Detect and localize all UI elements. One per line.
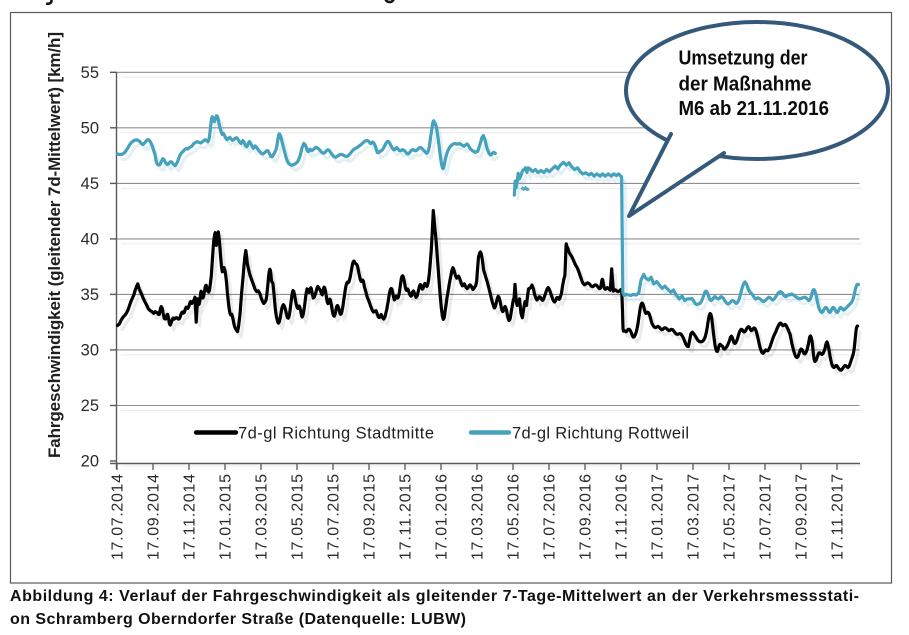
svg-text:17.03.2015: 17.03.2015 <box>254 474 271 560</box>
svg-text:7d-gl Richtung Stadtmitte: 7d-gl Richtung Stadtmitte <box>238 425 434 443</box>
svg-text:25: 25 <box>81 397 99 415</box>
svg-text:35: 35 <box>81 286 99 304</box>
svg-text:17.09.2017: 17.09.2017 <box>794 474 811 560</box>
svg-text:Abbildung 4: Verlauf der Fahrg: Abbildung 4: Verlauf der Fahrgeschwindig… <box>10 588 859 605</box>
svg-text:17.05.2017: 17.05.2017 <box>722 474 739 560</box>
svg-text:17.01.2015: 17.01.2015 <box>218 474 235 560</box>
svg-text:17.11.2016: 17.11.2016 <box>614 474 631 560</box>
svg-text:50: 50 <box>81 119 99 137</box>
svg-text:30: 30 <box>81 341 99 359</box>
svg-text:der Maßnahme: der Maßnahme <box>679 74 812 96</box>
svg-text:17.05.2015: 17.05.2015 <box>290 474 307 560</box>
svg-text:55: 55 <box>81 64 99 82</box>
svg-text:40: 40 <box>81 230 99 248</box>
svg-text:17.01.2016: 17.01.2016 <box>434 474 451 560</box>
svg-text:17.05.2016: 17.05.2016 <box>506 474 523 560</box>
svg-text:17.01.2017: 17.01.2017 <box>650 474 667 560</box>
svg-text:17.07.2016: 17.07.2016 <box>542 474 559 560</box>
svg-text:17.09.2015: 17.09.2015 <box>362 474 379 560</box>
svg-text:17.09.2014: 17.09.2014 <box>146 474 163 560</box>
svg-text:Umsetzung der: Umsetzung der <box>679 48 808 70</box>
svg-text:17.07.2017: 17.07.2017 <box>758 474 775 560</box>
svg-text:on Schramberg Oberndorfer Stra: on Schramberg Oberndorfer Straße (Datenq… <box>10 611 466 628</box>
svg-text:17.11.2014: 17.11.2014 <box>182 474 199 560</box>
svg-text:17.07.2014: 17.07.2014 <box>110 474 127 560</box>
svg-text:Fahrgeschwindigkeit (gleitende: Fahrgeschwindigkeit (gleitender 7d-Mitte… <box>45 32 64 458</box>
svg-text:45: 45 <box>81 175 99 193</box>
svg-text:M6 ab 21.11.2016: M6 ab 21.11.2016 <box>679 98 830 120</box>
svg-text:17.03.2016: 17.03.2016 <box>470 474 487 560</box>
svg-text:17.11.2015: 17.11.2015 <box>398 474 415 560</box>
svg-text:17.03.2017: 17.03.2017 <box>686 474 703 560</box>
svg-text:17.11.2017: 17.11.2017 <box>830 474 847 560</box>
svg-text:17.09.2016: 17.09.2016 <box>578 474 595 560</box>
svg-text:17.07.2015: 17.07.2015 <box>326 474 343 560</box>
svg-text:7d-gl Richtung Rottweil: 7d-gl Richtung Rottweil <box>512 425 689 443</box>
svg-text:20: 20 <box>81 453 99 471</box>
